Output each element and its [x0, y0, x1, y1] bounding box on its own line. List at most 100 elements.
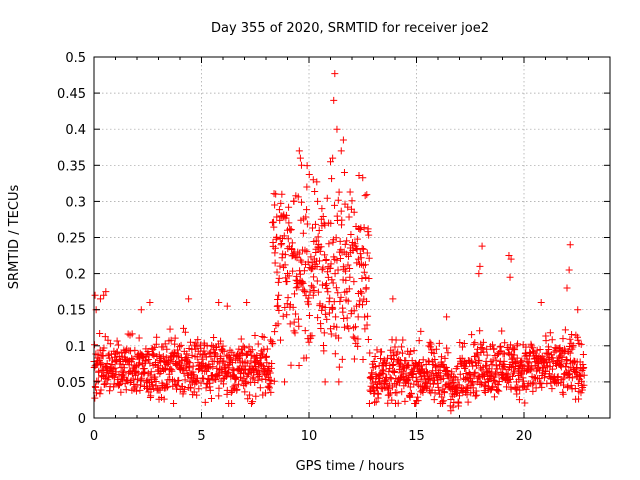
data-point: [117, 388, 125, 396]
data-point: [410, 364, 418, 372]
data-point: [547, 379, 555, 387]
data-point: [444, 367, 452, 375]
data-point: [251, 332, 259, 340]
x-tick-label: 5: [197, 429, 205, 444]
data-point: [440, 397, 448, 405]
data-point: [348, 197, 356, 205]
data-point: [565, 373, 573, 381]
data-point: [489, 383, 497, 391]
data-point: [406, 393, 414, 401]
data-point: [254, 376, 262, 384]
data-point: [361, 192, 369, 200]
x-tick-labels: 0 5 10 15 20: [90, 429, 532, 444]
data-point: [220, 380, 228, 388]
data-point: [456, 392, 463, 400]
data-point: [471, 392, 479, 400]
data-point: [304, 258, 312, 266]
data-point: [287, 361, 295, 369]
data-point: [214, 370, 222, 378]
data-point: [435, 339, 443, 347]
data-point: [353, 246, 361, 254]
data-point: [354, 342, 362, 350]
data-point: [528, 342, 536, 350]
data-point: [318, 205, 326, 213]
data-point: [91, 341, 99, 349]
data-point: [256, 384, 264, 392]
data-point: [193, 391, 201, 399]
data-point: [329, 304, 337, 312]
data-point: [205, 376, 213, 384]
data-point: [363, 249, 371, 257]
data-point: [483, 345, 491, 353]
data-point: [477, 343, 485, 351]
axis-ticks: [93, 56, 610, 419]
data-point: [326, 264, 334, 272]
data-point: [284, 294, 292, 302]
data-point: [303, 248, 311, 256]
data-point: [354, 335, 362, 343]
data-point: [528, 365, 536, 373]
data-point: [339, 136, 347, 144]
data-point: [98, 372, 106, 380]
data-point: [147, 392, 155, 400]
data-point: [302, 354, 310, 362]
grid: [94, 57, 610, 418]
data-point: [246, 391, 254, 399]
data-point: [394, 399, 402, 407]
data-point: [443, 313, 451, 321]
data-point: [337, 147, 345, 155]
data-point: [198, 355, 206, 363]
data-point: [462, 363, 470, 371]
data-point: [350, 208, 358, 216]
y-tick-label: 0.2: [65, 268, 86, 283]
data-point: [277, 336, 285, 344]
data-point: [365, 275, 373, 283]
data-point: [298, 258, 306, 266]
data-point: [431, 355, 439, 363]
data-point: [215, 298, 223, 306]
y-tick-label: 0.25: [57, 232, 86, 247]
data-point: [501, 339, 509, 347]
data-point: [417, 327, 425, 335]
data-point: [476, 327, 484, 335]
data-point: [443, 344, 451, 352]
data-point: [258, 375, 266, 383]
data-point: [106, 387, 114, 395]
data-point: [345, 213, 353, 221]
data-point: [131, 346, 139, 354]
data-point: [119, 360, 127, 368]
data-point: [339, 308, 347, 316]
data-point: [312, 237, 320, 245]
data-point: [297, 198, 305, 206]
data-point: [293, 272, 301, 280]
data-point: [145, 355, 153, 363]
data-point: [431, 389, 439, 397]
data-point: [516, 386, 524, 394]
data-point: [458, 343, 466, 351]
data-point: [314, 197, 322, 205]
data-point: [407, 389, 415, 397]
data-point: [115, 382, 123, 390]
data-point: [322, 280, 330, 288]
data-point: [575, 395, 583, 403]
data-point: [537, 379, 545, 387]
data-point: [317, 325, 325, 333]
data-point: [223, 386, 231, 394]
data-point: [428, 346, 436, 354]
data-point: [332, 284, 340, 292]
data-point: [401, 397, 409, 405]
data-point: [151, 343, 159, 351]
data-point: [284, 235, 292, 243]
data-point: [278, 240, 286, 248]
data-point: [206, 386, 214, 394]
data-point: [326, 294, 334, 302]
data-point: [181, 385, 189, 393]
data-point: [426, 338, 434, 346]
data-point: [263, 352, 271, 360]
data-point: [152, 340, 160, 348]
data-point: [472, 387, 480, 395]
data-point: [295, 322, 303, 330]
data-point: [334, 196, 342, 204]
data-point: [414, 393, 422, 401]
data-point: [403, 376, 411, 384]
